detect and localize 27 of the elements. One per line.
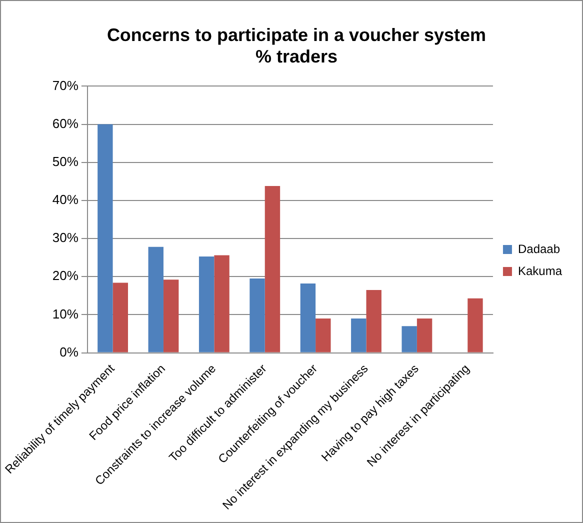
bar: [148, 246, 164, 352]
y-tick-label: 30%: [52, 230, 79, 246]
text: Concerns to participate in a voucher system: [106, 24, 486, 45]
bar: [112, 282, 128, 352]
bar: [468, 298, 483, 352]
bar: [366, 290, 382, 352]
legend-label: Kakuma: [518, 264, 562, 278]
y-tick-label: 50%: [52, 154, 79, 169]
y-tick-label: 40%: [52, 192, 79, 208]
bar: [214, 255, 230, 352]
legend-label: Dadaab: [518, 242, 560, 256]
bar: [416, 318, 432, 352]
y-tick-label: 70%: [52, 78, 79, 93]
bar: [402, 326, 417, 352]
bar: [316, 318, 331, 352]
bar: [264, 186, 280, 352]
y-tick-label: 10%: [52, 306, 79, 322]
y-tick-label: 60%: [52, 116, 79, 131]
bar: [300, 283, 316, 352]
bar: [98, 124, 113, 352]
bar: [351, 318, 366, 352]
y-tick-label: 0%: [60, 344, 79, 360]
text: % traders: [255, 46, 338, 66]
y-tick-label: 20%: [52, 268, 79, 284]
bar: [198, 256, 214, 352]
bar: [163, 280, 179, 352]
bar: [250, 278, 265, 352]
